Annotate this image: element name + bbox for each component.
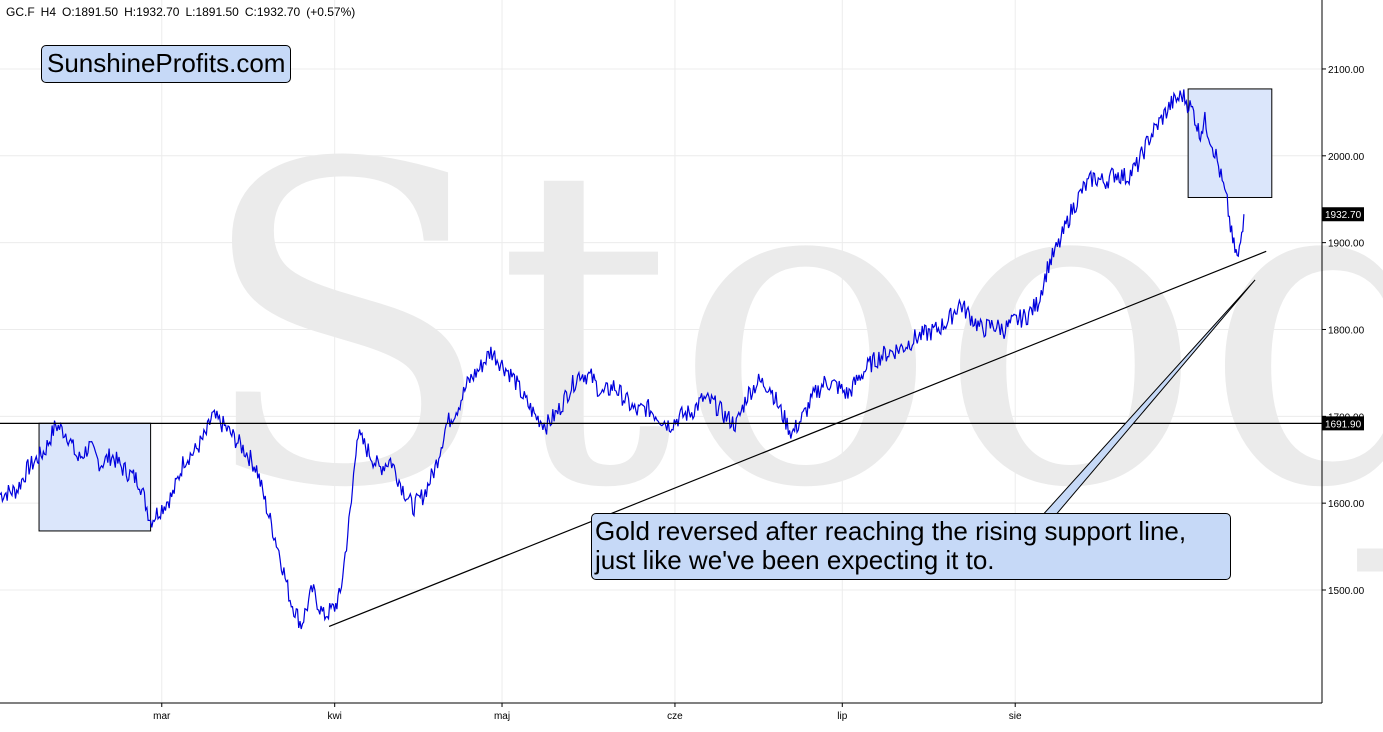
y-tick-label: 2000.00 [1328, 152, 1365, 163]
level-price-tag: 1691.90 [1325, 419, 1362, 430]
low-value: L:1891.50 [185, 5, 239, 19]
y-tick-label: 1900.00 [1328, 239, 1365, 250]
analysis-annotation: Gold reversed after reaching the rising … [591, 513, 1231, 580]
y-tick-label: 1500.00 [1328, 586, 1365, 597]
annotation-line-1: Gold reversed after reaching the rising … [595, 516, 1187, 546]
x-tick-label: cze [667, 711, 683, 722]
y-tick-label: 2100.00 [1328, 65, 1365, 76]
axes: 1500.001600.001700.001800.001900.002000.… [0, 0, 1365, 722]
close-value: C:1932.70 [244, 5, 301, 19]
price-series [0, 89, 1245, 630]
price-line [0, 89, 1245, 630]
sunshineprofits-label: SunshineProfits.com [41, 45, 292, 83]
rising-support-line [328, 250, 1267, 628]
x-tick-label: maj [494, 711, 510, 722]
change-value: (+0.57%) [306, 5, 356, 19]
x-tick-label: lip [837, 711, 847, 722]
annotation-line-2: just like we've been expecting it to. [595, 545, 995, 575]
open-value: O:1891.50 [62, 5, 119, 19]
interval-label: H4 [40, 5, 57, 19]
level-price-tag-bg [1322, 416, 1364, 431]
highlight-box [38, 422, 152, 532]
symbol-label: GC.F [6, 5, 35, 19]
highlight-box [1187, 88, 1273, 198]
current-price-tag-bg [1322, 207, 1364, 222]
highlight-boxes [38, 88, 1273, 532]
high-value: H:1932.70 [124, 5, 180, 19]
x-tick-label: kwi [327, 711, 341, 722]
price-tags: 1932.70 1691.90 [1322, 207, 1364, 431]
current-price-tag: 1932.70 [1325, 210, 1362, 221]
x-tick-label: mar [153, 711, 171, 722]
y-tick-label: 1800.00 [1328, 325, 1365, 336]
x-tick-label: sie [1009, 711, 1022, 722]
ohlc-header: GC.F H4 O:1891.50 H:1932.70 L:1891.50 C:1932.… [6, 5, 361, 19]
stooq-watermark: Stooq [195, 72, 1383, 584]
y-tick-label: 1600.00 [1328, 499, 1365, 510]
